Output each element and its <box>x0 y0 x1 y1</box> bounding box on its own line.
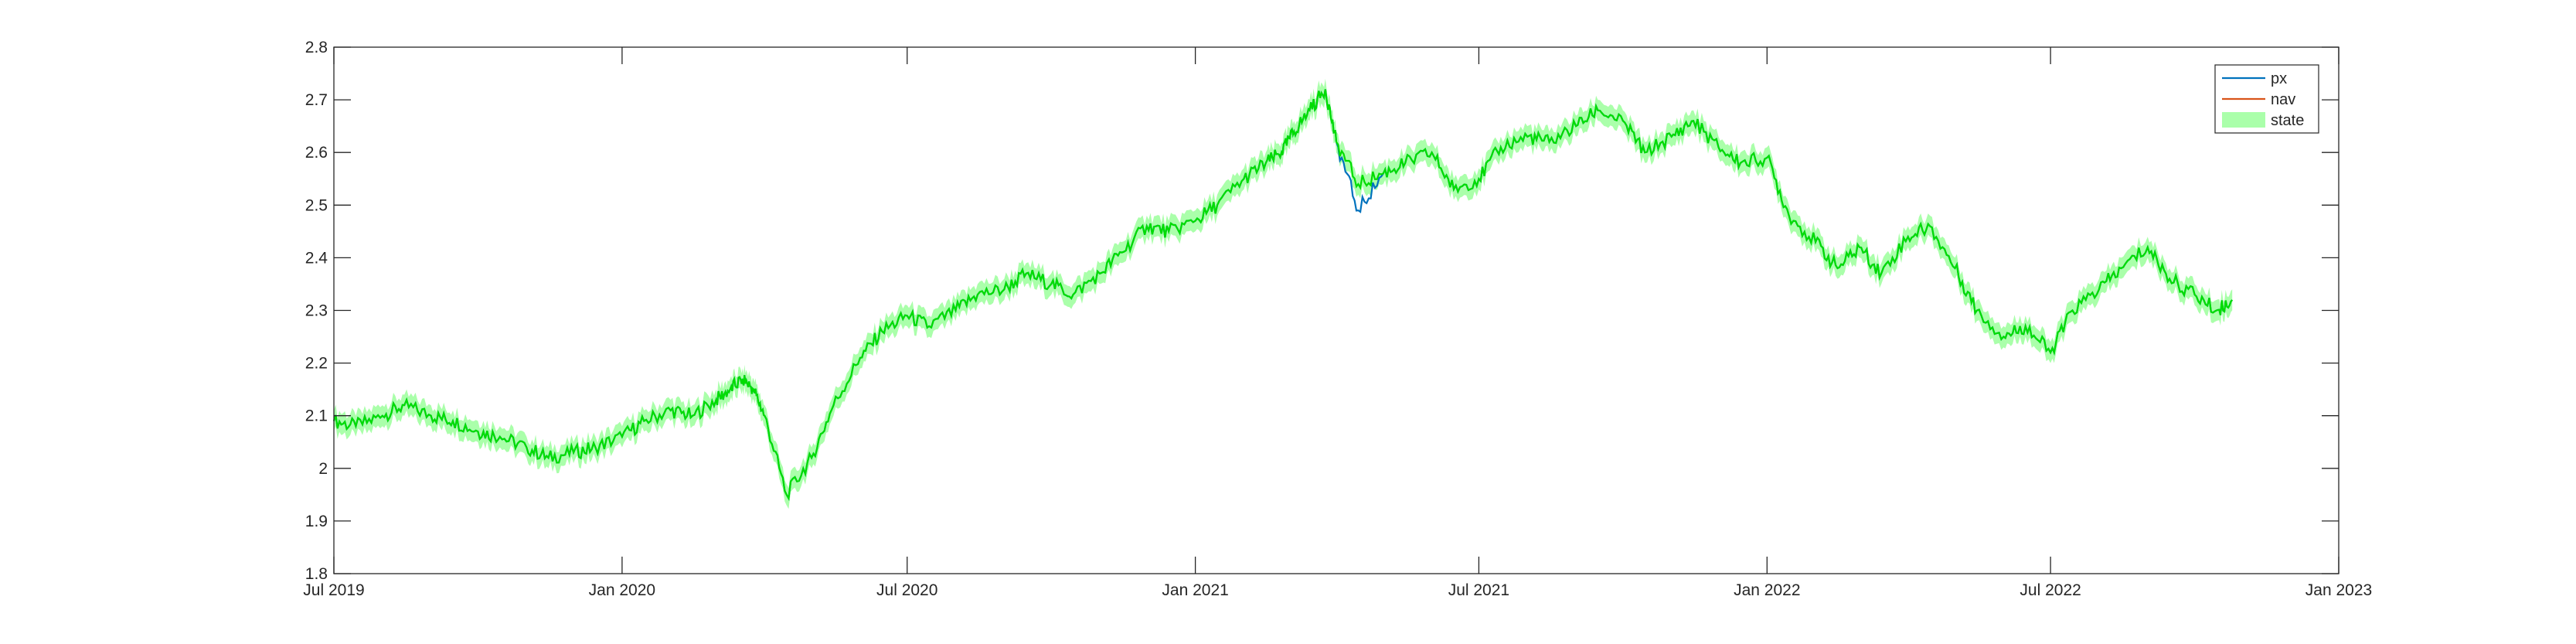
y-tick-label: 2.3 <box>305 302 328 320</box>
x-tick-label: Jan 2022 <box>1734 581 1800 599</box>
y-tick-label: 2.5 <box>305 196 328 214</box>
y-tick-label: 2.7 <box>305 91 328 109</box>
y-tick-label: 2.1 <box>305 407 328 425</box>
x-tick-label: Jul 2019 <box>303 581 364 599</box>
legend-label-px: px <box>2271 70 2287 87</box>
legend: px nav state <box>2214 64 2319 134</box>
plot-area <box>334 47 2339 574</box>
x-tick-label: Jan 2021 <box>1162 581 1228 599</box>
y-tick-label: 2.6 <box>305 144 328 162</box>
x-tick-label: Jul 2022 <box>2020 581 2081 599</box>
y-tick-label: 1.8 <box>305 565 328 583</box>
x-tick-label: Jan 2023 <box>2305 581 2372 599</box>
y-tick-label: 2 <box>318 460 328 478</box>
series-layer <box>332 89 2234 502</box>
plot-background <box>334 47 2339 574</box>
y-tick-label: 2.8 <box>305 39 328 56</box>
state-line <box>332 89 2234 502</box>
y-tick-label: 2.2 <box>305 355 328 373</box>
x-tick-label: Jul 2020 <box>876 581 938 599</box>
legend-label-nav: nav <box>2271 91 2295 108</box>
legend-label-state: state <box>2271 112 2304 129</box>
y-tick-label: 1.9 <box>305 513 328 530</box>
axes: 1.8 1.9 2 2.1 2.2 2.3 2.4 2.5 2.6 2.7 2.8 Jul 2019 J… <box>303 39 2372 599</box>
x-tick-label: Jul 2021 <box>1448 581 1509 599</box>
x-tick-label: Jan 2020 <box>589 581 655 599</box>
legend-swatch-state <box>2222 112 2265 128</box>
y-tick-label: 2.4 <box>305 249 328 267</box>
